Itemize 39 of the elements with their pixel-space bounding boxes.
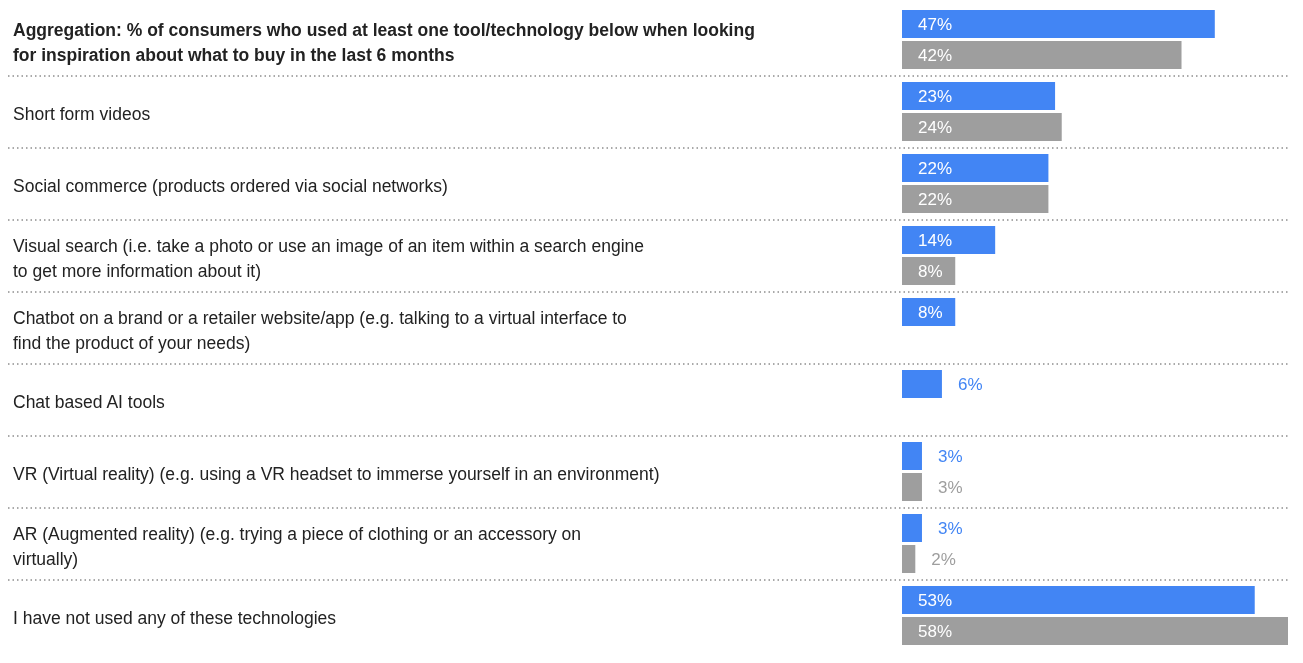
data-label: 47% xyxy=(918,14,953,34)
y-tick-label: Social commerce (products ordered via social networks) xyxy=(13,176,448,197)
y-tick-label: Aggregation: % of consumers who used at least one tool/technology below when looking for inspiration about what to buy in the last 6 months xyxy=(13,19,755,65)
data-label: 3% xyxy=(937,477,963,497)
data-label: 3% xyxy=(937,518,963,538)
bar xyxy=(902,473,922,501)
data-label: 3% xyxy=(937,446,963,466)
bar xyxy=(902,41,1182,69)
y-tick-label: VR (Virtual reality) (e.g. using a VR headset to immerse yourself in an environment) xyxy=(13,464,660,485)
y-tick-label: Chatbot on a brand or a retailer website/app (e.g. talking to a virtual interface to find the product of your needs) xyxy=(13,307,627,353)
bar xyxy=(902,514,922,542)
data-label: 22% xyxy=(918,158,953,178)
y-tick-label: Visual search (i.e. take a photo or use an image of an item within a search engine to get more information about it) xyxy=(13,235,645,281)
bar xyxy=(902,370,942,398)
data-label: 23% xyxy=(918,86,953,106)
data-label: 14% xyxy=(918,230,953,250)
data-label: 22% xyxy=(918,189,953,209)
data-label: 53% xyxy=(918,590,953,610)
data-label: 8% xyxy=(918,302,943,322)
bar xyxy=(902,113,1062,141)
bar xyxy=(902,442,922,470)
bar xyxy=(902,545,916,573)
data-label: 42% xyxy=(918,45,953,65)
data-label: 6% xyxy=(957,374,983,394)
bar xyxy=(902,586,1255,614)
data-label: 8% xyxy=(918,261,943,281)
bar xyxy=(902,185,1049,213)
bar xyxy=(902,154,1049,182)
y-tick-label: AR (Augmented reality) (e.g. trying a piece of clothing or an accessory on virtually) xyxy=(13,523,582,569)
y-tick-label: Short form videos xyxy=(13,104,151,125)
data-label: 24% xyxy=(918,117,953,137)
data-label: 58% xyxy=(918,621,953,641)
data-label: 2% xyxy=(931,549,956,569)
bar xyxy=(902,82,1056,110)
bar xyxy=(902,226,996,254)
y-tick-label: I have not used any of these technologies xyxy=(13,608,337,629)
bar xyxy=(902,617,1288,645)
bar xyxy=(902,10,1215,38)
y-tick-label: Chat based AI tools xyxy=(13,392,166,413)
